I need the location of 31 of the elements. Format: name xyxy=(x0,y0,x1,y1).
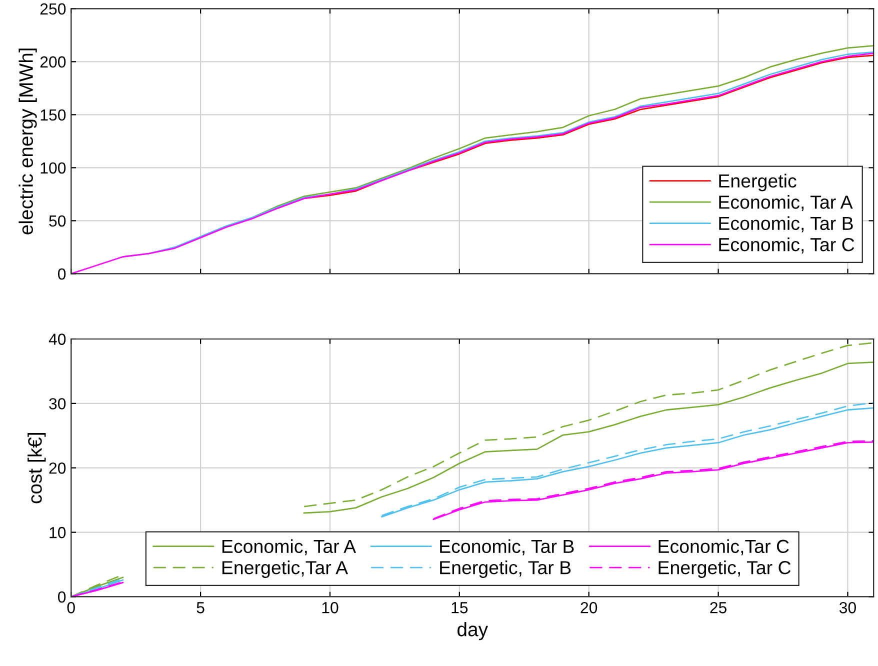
legend-label: Energetic xyxy=(719,174,796,192)
y-tick-label: 200 xyxy=(40,56,66,68)
y-tick-label: 0 xyxy=(58,591,66,603)
y-axis-title: cost [k€] xyxy=(28,433,46,504)
x-tick-label: 0 xyxy=(67,602,75,614)
legend-label: Economic,Tar C xyxy=(658,539,789,556)
y-tick-label: 40 xyxy=(48,334,66,345)
legend-label: Economic, Tar A xyxy=(719,195,853,212)
x-tick-label: 30 xyxy=(839,602,856,614)
legend-label: Economic, Tar C xyxy=(719,237,854,254)
x-tick-label: 20 xyxy=(580,602,598,614)
legend-label: Energetic,Tar A xyxy=(222,560,348,578)
x-tick-label: 10 xyxy=(322,602,338,614)
x-tick-label: 15 xyxy=(452,602,468,614)
x-tick-label: 5 xyxy=(196,602,204,614)
y-tick-label: 50 xyxy=(49,215,66,227)
y-tick-label: 100 xyxy=(40,162,66,174)
x-axis-title: day xyxy=(458,622,488,640)
legend-label: Economic, Tar B xyxy=(440,539,574,556)
legend-label: Economic, Tar B xyxy=(719,216,853,232)
y-tick-label: 150 xyxy=(40,109,66,121)
legend-label: Economic, Tar A xyxy=(222,539,356,556)
y-tick-label: 30 xyxy=(49,398,66,410)
y-axis-title: electric energy [MWh] xyxy=(18,48,37,234)
y-tick-label: 10 xyxy=(50,526,66,538)
legend-label: Energetic, Tar C xyxy=(658,560,791,578)
legend-label: Energetic, Tar B xyxy=(440,560,571,578)
y-tick-label: 20 xyxy=(49,462,66,474)
y-tick-label: 0 xyxy=(58,268,66,280)
y-tick-label: 250 xyxy=(40,3,66,15)
x-tick-label: 25 xyxy=(710,602,727,614)
